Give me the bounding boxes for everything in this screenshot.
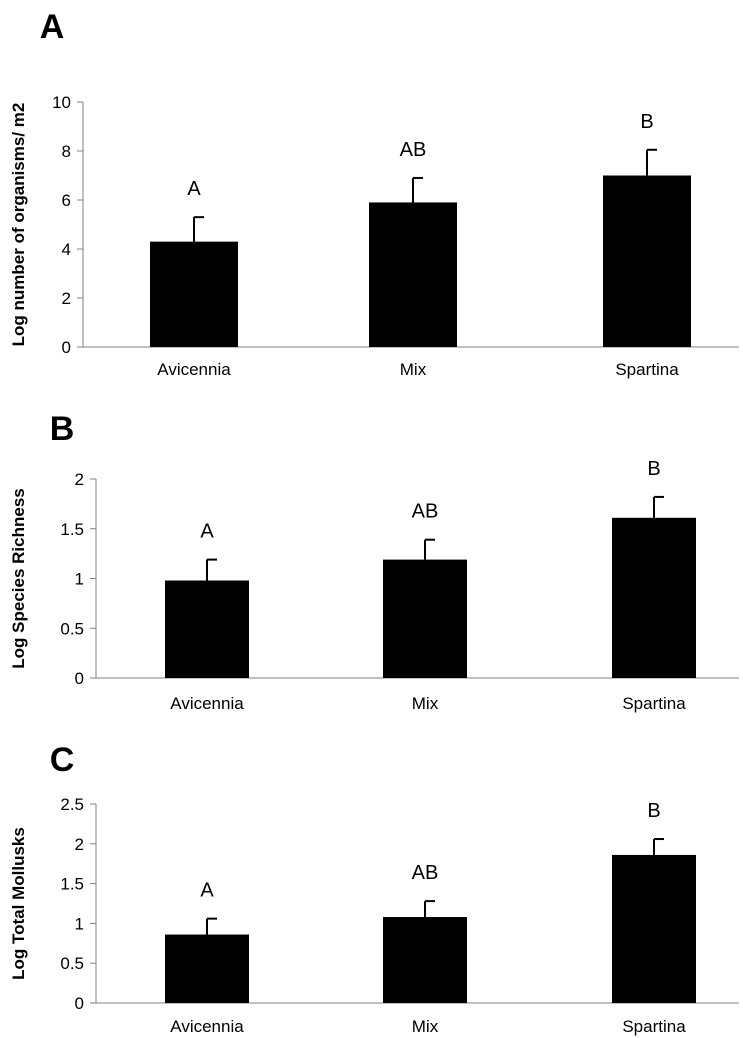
category-label: Spartina xyxy=(622,1017,686,1036)
category-label: Mix xyxy=(412,694,439,713)
y-tick-label: 0 xyxy=(75,994,84,1013)
bar-mix xyxy=(383,559,467,678)
significance-label: AB xyxy=(412,501,439,523)
category-label: Avicennia xyxy=(170,694,244,713)
y-axis-label: Log Total Mollusks xyxy=(9,827,28,980)
panel-a: A Log number of organisms/ m2 0 2 4 6 8 10 A Avic… xyxy=(9,8,739,379)
significance-label: B xyxy=(640,111,653,133)
y-tick-label: 1.5 xyxy=(60,875,84,894)
panel-c: C Log Total Mollusks 0 0.5 1 1.5 2 2.5 A Avicenni… xyxy=(9,741,739,1036)
y-tick-label: 1 xyxy=(75,570,84,589)
y-tick-label: 2.5 xyxy=(60,795,84,814)
significance-label: B xyxy=(647,458,660,480)
panel-letter: C xyxy=(50,741,75,779)
significance-label: A xyxy=(200,521,214,543)
y-axis-label: Log number of organisms/ m2 xyxy=(9,103,28,347)
bar-avicennia xyxy=(165,580,249,678)
y-axis-label: Log Species Richness xyxy=(9,488,28,668)
significance-label: AB xyxy=(400,139,427,161)
y-tick-label: 10 xyxy=(52,93,71,112)
y-tick-label: 1 xyxy=(75,914,84,933)
bar-mix xyxy=(369,202,457,347)
bar-spartina xyxy=(603,175,691,347)
panel-b: B Log Species Richness 0 0.5 1 1.5 2 A Avicennia… xyxy=(9,410,739,713)
category-label: Mix xyxy=(412,1017,439,1036)
significance-label: B xyxy=(647,800,660,822)
y-tick-label: 2 xyxy=(75,470,84,489)
category-label: Mix xyxy=(400,360,427,379)
y-tick-label: 0.5 xyxy=(60,954,84,973)
bar-mix xyxy=(383,917,467,1003)
category-label: Spartina xyxy=(622,694,686,713)
y-tick-label: 2 xyxy=(62,289,71,308)
y-tick-label: 4 xyxy=(62,240,71,259)
category-label: Spartina xyxy=(615,360,679,379)
category-label: Avicennia xyxy=(157,360,231,379)
y-tick-label: 8 xyxy=(62,142,71,161)
bar-avicennia xyxy=(165,934,249,1003)
significance-label: A xyxy=(187,178,201,200)
y-tick-label: 0 xyxy=(62,338,71,357)
y-tick-label: 0.5 xyxy=(60,619,84,638)
bar-spartina xyxy=(612,854,696,1003)
significance-label: A xyxy=(200,880,214,902)
panel-letter: B xyxy=(50,410,75,448)
y-tick-label: 6 xyxy=(62,191,71,210)
category-label: Avicennia xyxy=(170,1017,244,1036)
significance-label: AB xyxy=(412,862,439,884)
y-tick-label: 2 xyxy=(75,835,84,854)
y-tick-label: 0 xyxy=(75,669,84,688)
bar-avicennia xyxy=(150,241,238,347)
panel-letter: A xyxy=(40,8,65,46)
bar-spartina xyxy=(612,517,696,678)
y-tick-label: 1.5 xyxy=(60,520,84,539)
